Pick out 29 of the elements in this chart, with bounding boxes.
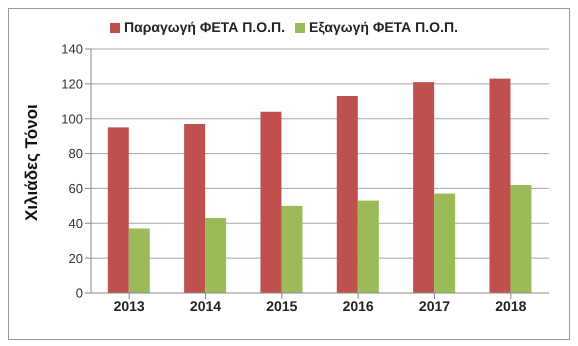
bar <box>336 96 358 293</box>
bar <box>489 78 510 293</box>
bar <box>260 112 282 293</box>
bar <box>281 206 302 293</box>
legend-label: Παραγωγή ΦΕΤΑ Π.Ο.Π. <box>124 19 285 35</box>
bar <box>510 184 532 293</box>
y-tick-label: 20 <box>68 250 83 266</box>
x-tick-label: 2018 <box>495 298 527 314</box>
y-tick-label: 0 <box>76 286 83 301</box>
y-axis-title: Χιλιάδες Τόνοι <box>22 104 42 221</box>
bar <box>184 124 206 293</box>
legend-label: Εξαγωγή ΦΕΤΑ Π.Ο.Π. <box>308 19 458 35</box>
bar <box>358 200 379 293</box>
y-tick-label: 80 <box>68 146 83 162</box>
x-tick-label: 2017 <box>418 298 450 314</box>
x-tick-label: 2016 <box>342 298 374 314</box>
bar <box>434 194 456 293</box>
x-tick-label: 2013 <box>114 298 145 314</box>
bar <box>128 228 150 293</box>
bar <box>108 127 129 293</box>
y-tick-label: 120 <box>61 76 83 92</box>
y-tick-label: 60 <box>68 181 83 196</box>
bar <box>413 82 434 293</box>
x-tick-label: 2014 <box>190 298 222 314</box>
y-tick-label: 100 <box>61 111 83 126</box>
y-tick-label: 40 <box>68 216 83 231</box>
bar <box>205 218 226 293</box>
x-tick-label: 2015 <box>266 298 298 314</box>
y-tick-label: 140 <box>61 42 83 57</box>
